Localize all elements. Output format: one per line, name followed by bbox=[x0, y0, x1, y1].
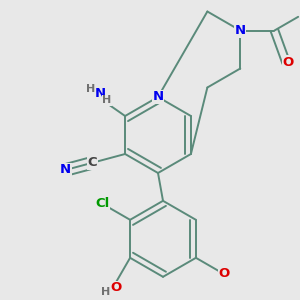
Text: O: O bbox=[218, 268, 230, 281]
Text: H: H bbox=[101, 287, 111, 297]
Text: C: C bbox=[87, 156, 97, 170]
Text: N: N bbox=[94, 87, 106, 100]
Text: N: N bbox=[60, 164, 71, 176]
Text: Cl: Cl bbox=[95, 197, 109, 210]
Text: H: H bbox=[86, 84, 96, 94]
Text: H: H bbox=[103, 95, 112, 105]
Text: O: O bbox=[283, 56, 294, 69]
Text: O: O bbox=[110, 281, 122, 294]
Text: N: N bbox=[152, 91, 164, 103]
Text: N: N bbox=[235, 24, 246, 37]
